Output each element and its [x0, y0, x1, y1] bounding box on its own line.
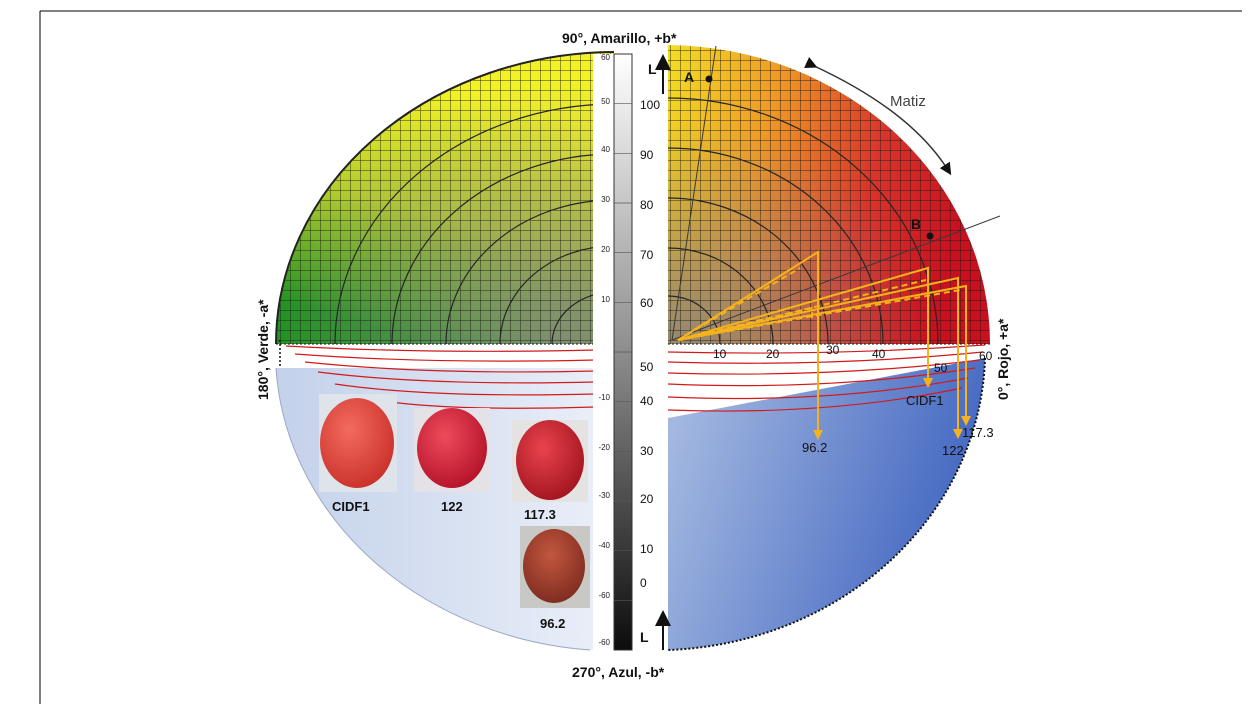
quadrant-yellow-red: [667, 45, 1001, 345]
sample-annotations: [677, 250, 967, 434]
bstar-tick-label: 30: [601, 195, 610, 204]
lightness-label: 10: [640, 542, 654, 556]
chroma-ticks: 10 20 30 40 50 60: [713, 343, 993, 375]
svg-text:CIDF1: CIDF1: [332, 499, 370, 514]
bstar-tick-label: -10: [598, 393, 610, 402]
bstar-tick-label: -60: [598, 638, 610, 647]
lightness-arrow-bottom: L: [640, 610, 671, 650]
axis-top-label: 90°, Amarillo, +b*: [562, 30, 677, 46]
bstar-tick-label: -40: [598, 541, 610, 550]
point-a: A: [684, 69, 713, 85]
sample-photo-96-2: 96.2: [520, 526, 590, 631]
chroma-tick-label: 30: [826, 343, 840, 357]
svg-text:117.3: 117.3: [524, 507, 556, 522]
arrow-labels: 96.2 CIDF1 117.3 122: [802, 393, 994, 458]
sample-photo-122: 122: [414, 408, 490, 514]
bstar-tick-label: 50: [601, 97, 610, 106]
lightness-label: 100: [640, 98, 660, 112]
svg-text:Matiz: Matiz: [890, 93, 926, 110]
sample-photo-117-3: 117.3: [512, 420, 588, 522]
quadrant-green-yellow: [275, 51, 615, 345]
bstar-ticks: 60 50 40 30 20 10 -10 -20 -30 -40 -60 -60: [598, 53, 610, 647]
lightness-scale: [593, 53, 667, 651]
svg-text:122: 122: [441, 499, 463, 514]
bstar-tick-label: -30: [598, 491, 610, 500]
lightness-label: 90: [640, 148, 654, 162]
bstar-tick-label: 60: [601, 53, 610, 62]
bstar-tick-label: -20: [598, 443, 610, 452]
lightness-label: 80: [640, 198, 654, 212]
chroma-tick-label: 40: [872, 347, 886, 361]
lightness-label: 60: [640, 296, 654, 310]
lightness-arrow-top: L: [648, 54, 671, 94]
bstar-tick-label: 40: [601, 145, 610, 154]
svg-text:CIDF1: CIDF1: [906, 393, 944, 408]
chroma-tick-label: 10: [713, 347, 727, 361]
chroma-tick-label: 50: [934, 361, 948, 375]
bstar-tick-label: 20: [601, 245, 610, 254]
svg-text:A: A: [684, 69, 694, 85]
chroma-tick-label: 20: [766, 347, 780, 361]
axis-left-label: 180°, Verde, -a*: [255, 299, 271, 400]
hue-arrow: Matiz: [804, 57, 952, 176]
svg-text:L: L: [640, 629, 649, 645]
svg-text:122: 122: [942, 443, 964, 458]
svg-text:96.2: 96.2: [540, 616, 565, 631]
lightness-label: 0: [640, 576, 647, 590]
svg-text:L: L: [648, 61, 657, 77]
svg-text:B: B: [911, 216, 921, 232]
lightness-label: 70: [640, 248, 654, 262]
lightness-label: 40: [640, 394, 654, 408]
axis-right-label: 0°, Rojo, +a*: [995, 318, 1011, 400]
chroma-arcs: [285, 344, 986, 412]
bstar-tick-label: 10: [601, 295, 610, 304]
lightness-label: 20: [640, 492, 654, 506]
sample-photo-cidf1: CIDF1: [319, 394, 397, 514]
lightness-label: 50: [640, 360, 654, 374]
bstar-tick-label: -60: [598, 591, 610, 600]
lightness-label: 30: [640, 444, 654, 458]
point-b: B: [911, 216, 934, 240]
svg-text:117.3: 117.3: [962, 425, 994, 440]
svg-text:96.2: 96.2: [802, 440, 827, 455]
chroma-tick-label: 60: [979, 349, 993, 363]
axis-bottom-label: 270°, Azul, -b*: [572, 664, 665, 680]
